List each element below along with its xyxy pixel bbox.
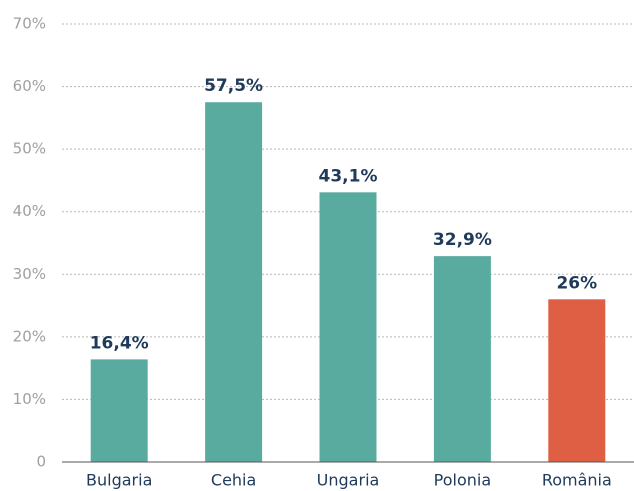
y-tick-label: 30% (13, 265, 46, 283)
y-tick-label: 60% (13, 77, 46, 95)
y-tick-label: 40% (13, 202, 46, 220)
y-tick-label: 50% (13, 140, 46, 158)
bar (319, 192, 377, 462)
bar (205, 102, 263, 462)
bar (548, 299, 606, 462)
bar (433, 256, 491, 462)
x-tick-label: Ungaria (317, 471, 380, 490)
y-tick-label: 70% (13, 15, 46, 33)
y-tick-label: 0 (36, 453, 46, 471)
x-tick-label: Polonia (434, 471, 492, 490)
x-tick-label: România (542, 471, 612, 490)
value-label: 26% (556, 273, 597, 293)
x-tick-label: Bulgaria (86, 471, 152, 490)
value-label: 16,4% (90, 333, 149, 353)
value-label: 32,9% (433, 230, 492, 250)
x-tick-label: Cehia (211, 471, 256, 490)
y-tick-label: 20% (13, 327, 46, 345)
y-tick-label: 10% (13, 390, 46, 408)
bar (90, 359, 148, 462)
value-label: 57,5% (204, 76, 263, 96)
value-label: 43,1% (319, 166, 378, 186)
